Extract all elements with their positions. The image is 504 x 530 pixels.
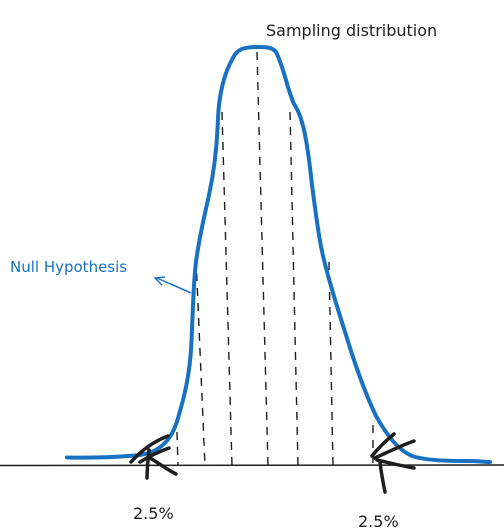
arrow-shaft: [156, 277, 192, 294]
dashed-line: [256, 51, 269, 467]
dashed-line: [195, 257, 206, 467]
x-axis-line: [0, 464, 504, 467]
dashed-line: [176, 431, 179, 467]
null-hypothesis-label: Null Hypothesis: [10, 258, 127, 276]
left-tail-percent: 2.5%: [133, 504, 174, 523]
right-tail-marker: [370, 432, 416, 494]
dashed-line: [328, 261, 334, 467]
left-tail-marker: [129, 434, 178, 480]
dashed-lines: [176, 51, 374, 467]
bell-curve: [65, 45, 492, 464]
diagram-title: Sampling distribution: [266, 21, 437, 40]
dashed-line: [289, 111, 299, 467]
dashed-line: [221, 111, 233, 467]
right-tail-percent: 2.5%: [358, 512, 399, 530]
arrow-head: [154, 276, 166, 286]
